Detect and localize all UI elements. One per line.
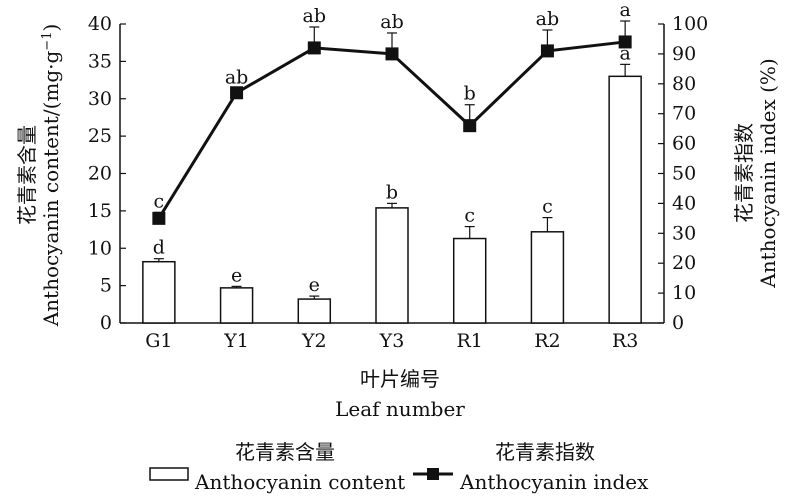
legend-bar-swatch <box>149 467 189 481</box>
x-tick-label: Y3 <box>379 330 405 352</box>
y2-tick-label: 10 <box>672 282 696 304</box>
bar-significance-label: c <box>542 196 553 218</box>
y2-tick-label: 100 <box>672 13 708 35</box>
y2-axis-title-zh: 花青素指数 <box>732 123 756 223</box>
bar-significance-label: b <box>386 181 398 203</box>
point-marker <box>230 86 244 100</box>
y-tick-label: 40 <box>88 13 112 35</box>
x-tick-label: R1 <box>457 330 483 352</box>
legend-line-label-zh: 花青素指数 <box>495 440 595 464</box>
bar-significance-label: a <box>619 42 630 64</box>
y-tick-label: 5 <box>100 275 112 297</box>
point-significance-label: ab <box>225 66 249 88</box>
y2-tick-label: 20 <box>672 252 696 274</box>
point-significance-label: ab <box>303 5 327 27</box>
x-tick-label: R3 <box>612 330 638 352</box>
y-axis-title-sup: −1 <box>40 32 55 51</box>
point-marker <box>463 119 477 133</box>
y2-tick-label: 60 <box>672 133 696 155</box>
point-significance-label: b <box>464 83 476 105</box>
y-axis-title: Anthocyanin content/(mg·g−1) <box>39 24 63 328</box>
x-axis-title: Leaf number <box>335 397 465 421</box>
legend-bar-label: Anthocyanin content <box>194 470 405 494</box>
right-axis-ticks: 0 10 20 30 40 50 60 70 80 90 100 <box>658 13 708 334</box>
bar-significance-label: d <box>153 237 165 259</box>
x-tick-label: Y2 <box>301 330 327 352</box>
left-axis-ticks: 0 5 10 15 20 25 30 35 40 <box>88 13 126 334</box>
x-tick-label: G1 <box>145 330 172 352</box>
bar <box>452 237 487 324</box>
y-axis-title-zh: 花青素含量 <box>15 125 39 225</box>
point-significance-label: ab <box>536 8 560 30</box>
y2-tick-label: 80 <box>672 73 696 95</box>
legend-line-marker <box>427 468 439 480</box>
point-marker <box>618 35 632 49</box>
y2-tick-label: 90 <box>672 43 696 65</box>
y-tick-label: 25 <box>88 125 112 147</box>
point-marker <box>540 44 554 58</box>
x-axis-title-zh: 叶片编号 <box>360 367 440 391</box>
x-tick-label: R2 <box>534 330 560 352</box>
y-tick-label: 0 <box>100 312 112 334</box>
y-axis-title-close: ) <box>39 24 63 32</box>
point-marker <box>307 41 321 55</box>
point-significance-label: c <box>154 190 165 212</box>
y2-axis-title: Anthocyanin index (%) <box>756 58 780 288</box>
legend-bar-label-zh: 花青素含量 <box>235 440 335 464</box>
x-tick-label: Y1 <box>223 330 249 352</box>
point-significance-label: a <box>619 0 630 21</box>
y-tick-label: 20 <box>88 163 112 185</box>
bar <box>375 207 409 324</box>
y-axis-title-text: Anthocyanin content/(mg·g <box>39 50 63 327</box>
y-tick-label: 15 <box>88 200 112 222</box>
bar-series: d e e b c c a <box>142 42 642 324</box>
bar-significance-label: e <box>231 264 242 286</box>
x-axis-ticks: G1 Y1 Y2 Y3 R1 R2 R3 <box>145 317 638 352</box>
y-tick-label: 10 <box>88 237 112 259</box>
y2-tick-label: 50 <box>672 163 696 185</box>
y2-tick-label: 40 <box>672 192 696 214</box>
y2-tick-label: 30 <box>672 222 696 244</box>
bar <box>530 231 565 324</box>
y-tick-label: 35 <box>88 50 112 72</box>
bar <box>608 75 642 324</box>
legend: 花青素含量 Anthocyanin content 花青素指数 Anthocya… <box>149 440 649 494</box>
bar <box>297 298 332 324</box>
bar-significance-label: e <box>309 274 320 296</box>
legend-line-label: Anthocyanin index <box>459 470 649 494</box>
y2-tick-label: 70 <box>672 103 696 125</box>
y2-tick-label: 0 <box>672 312 684 334</box>
point-marker <box>385 47 399 61</box>
bar-significance-label: c <box>464 205 475 227</box>
bar <box>219 287 254 324</box>
point-marker <box>152 211 166 225</box>
point-significance-label: ab <box>380 11 404 33</box>
bar <box>142 260 176 324</box>
y-tick-label: 30 <box>88 88 112 110</box>
